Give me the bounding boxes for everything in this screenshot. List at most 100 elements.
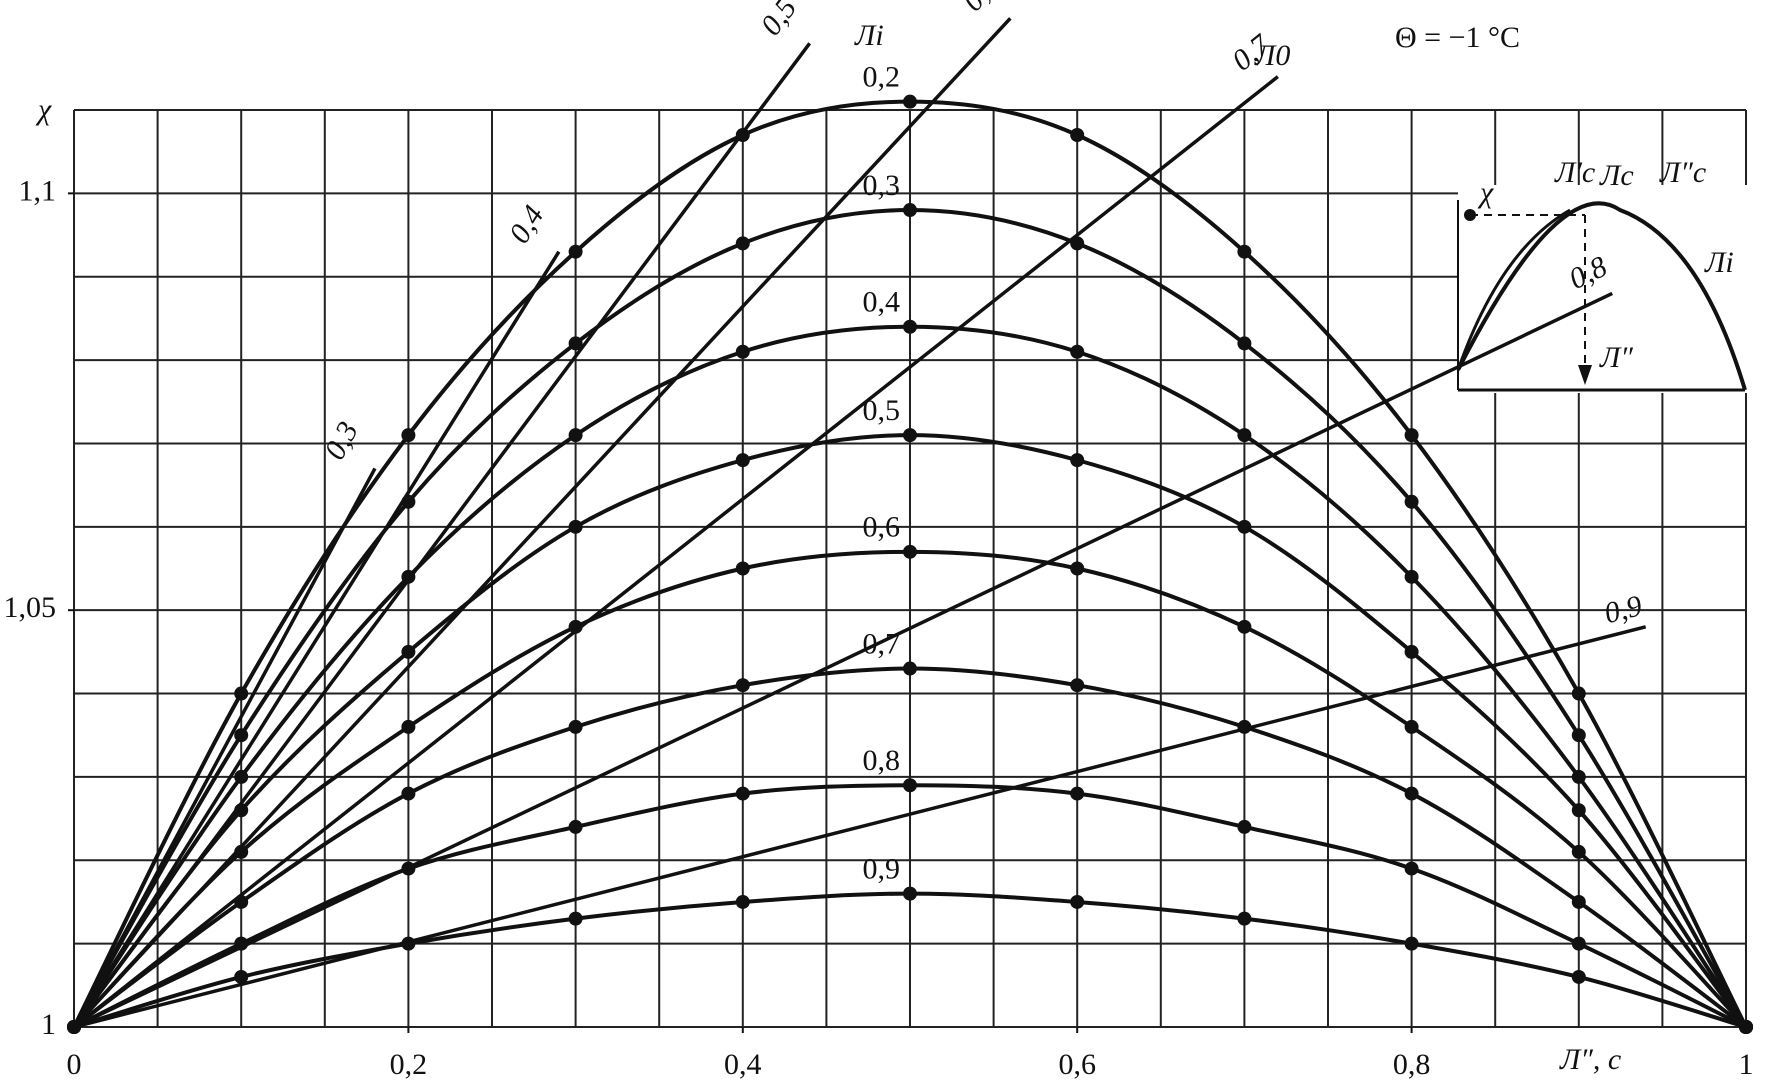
point (1237, 428, 1252, 443)
curve-label: 0,5 (863, 394, 901, 427)
x-tick-label: 0 (67, 1048, 82, 1081)
x-tick-label: 0,6 (1058, 1048, 1096, 1081)
curve-label: 0,3 (863, 169, 901, 202)
point (735, 236, 750, 251)
point (903, 886, 917, 901)
point (1571, 844, 1586, 859)
point (735, 453, 750, 468)
point (1571, 728, 1586, 743)
point (234, 936, 249, 951)
point (234, 844, 249, 859)
point (1237, 244, 1252, 259)
ray (73, 625, 1647, 1029)
y-tick-label: 1 (41, 1008, 56, 1041)
point (568, 336, 583, 351)
point (735, 786, 750, 801)
inset-curve (1456, 201, 1747, 391)
ray-label: 0,6 (956, 0, 1006, 18)
point (1070, 236, 1085, 251)
inset-label: Л″с (1659, 156, 1706, 189)
point (401, 569, 416, 584)
point (903, 661, 917, 676)
point (568, 719, 583, 734)
point (1404, 494, 1419, 509)
inset-label: χ (1477, 176, 1494, 209)
point (903, 94, 917, 109)
point (903, 203, 917, 218)
point (1571, 803, 1586, 818)
point (735, 678, 750, 693)
point (1404, 569, 1419, 584)
point (234, 686, 249, 701)
point (401, 861, 416, 876)
point (1070, 453, 1085, 468)
point (735, 894, 750, 909)
point (568, 519, 583, 534)
point (1571, 936, 1586, 951)
point (234, 803, 249, 818)
point (1571, 769, 1586, 784)
point (568, 244, 583, 259)
curves-label: Лi (854, 19, 884, 52)
point (903, 428, 917, 443)
point (735, 561, 750, 576)
point (401, 719, 416, 734)
point (234, 769, 249, 784)
point (1070, 128, 1085, 143)
point (1237, 911, 1252, 926)
curve-label: 0,8 (863, 744, 901, 777)
y-axis-label: χ (35, 93, 52, 126)
point (1070, 786, 1085, 801)
point (1070, 344, 1085, 359)
ray (72, 75, 1279, 1029)
inset-dot (1464, 209, 1476, 221)
rays-label: Л0 (1254, 39, 1290, 72)
point (735, 128, 750, 143)
point (1404, 719, 1419, 734)
chart-title: Θ = −1 °C (1395, 21, 1520, 54)
inset-background (1458, 185, 1748, 393)
point (67, 1020, 81, 1034)
point (568, 819, 583, 834)
curve-label: 0,2 (863, 61, 901, 94)
ray-label: 0,9 (1601, 589, 1645, 630)
point (1237, 519, 1252, 534)
inset-label: Лi (1704, 246, 1734, 279)
point (735, 344, 750, 359)
curve-label: 0,9 (863, 853, 901, 886)
point (1070, 894, 1085, 909)
point (1404, 428, 1419, 443)
point (903, 778, 917, 793)
x-axis-label: Л″, с (1559, 1043, 1621, 1076)
point (1237, 619, 1252, 634)
curve-label: 0,4 (863, 286, 901, 319)
point (401, 494, 416, 509)
point (1404, 861, 1419, 876)
point (1404, 644, 1419, 659)
y-tick-label: 1,05 (4, 591, 57, 624)
point (568, 619, 583, 634)
point (234, 894, 249, 909)
ray-label: 0,5 (754, 0, 803, 42)
inset-label: Л′с (1554, 156, 1595, 189)
x-tick-label: 0,4 (724, 1048, 762, 1081)
point (1404, 786, 1419, 801)
inset-label: Лс (1599, 159, 1634, 192)
curve-label: 0,7 (863, 627, 901, 660)
point (1571, 686, 1586, 701)
inset-label: Л″ (1599, 341, 1633, 374)
point (1237, 719, 1252, 734)
inset-arrow (1578, 365, 1592, 385)
point (903, 544, 917, 559)
point (568, 911, 583, 926)
point (234, 969, 249, 984)
point (1237, 336, 1252, 351)
point (1404, 936, 1419, 951)
point (1739, 1020, 1753, 1034)
point (1571, 969, 1586, 984)
ray-label: 0,4 (503, 200, 551, 249)
point (1571, 894, 1586, 909)
point (401, 428, 416, 443)
x-tick-label: 1 (1739, 1048, 1754, 1081)
